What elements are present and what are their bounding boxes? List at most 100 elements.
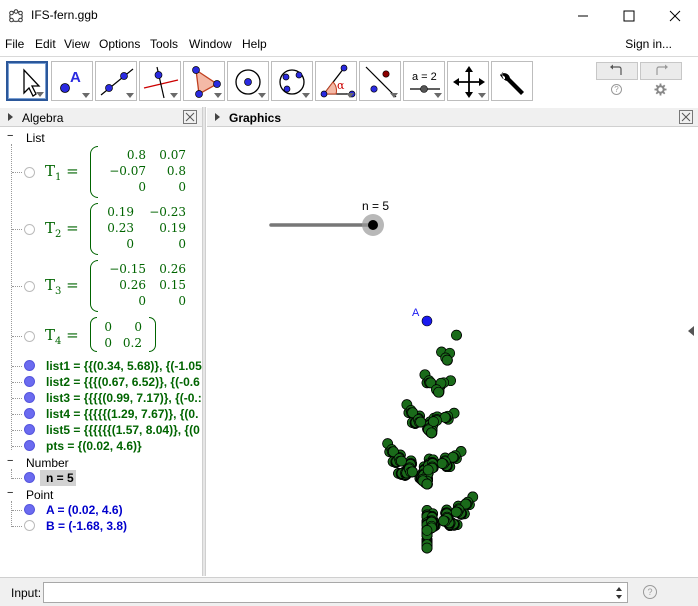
- list-item[interactable]: list3 = {{{{(0.99, 7.17)}, {(-0.:: [46, 391, 202, 405]
- collapse-arrow-icon[interactable]: [215, 113, 220, 121]
- category-toggle-icon[interactable]: −: [7, 455, 14, 467]
- visibility-toggle[interactable]: [24, 424, 35, 435]
- visibility-toggle[interactable]: [24, 440, 35, 451]
- geogebra-logo-icon: [9, 9, 23, 23]
- slider-n[interactable]: n = 5: [269, 199, 389, 236]
- input-field[interactable]: [43, 582, 628, 603]
- tool-move-graphics[interactable]: [447, 61, 489, 101]
- algebra-view: − List T1 = 0.8 0.07 −0.07 0.8 0 0 T2 = …: [0, 128, 202, 576]
- visibility-toggle[interactable]: [24, 376, 35, 387]
- category-toggle-icon[interactable]: −: [7, 487, 14, 499]
- tool-slider[interactable]: a = 2: [403, 61, 445, 101]
- settings-wrench-icon: [500, 71, 524, 95]
- point-a[interactable]: [421, 315, 433, 327]
- list-item[interactable]: list1 = {{(0.34, 5.68)}, {(-1.05: [46, 359, 202, 373]
- point-a-label: A: [412, 307, 420, 319]
- fern-point: [407, 407, 418, 419]
- visibility-toggle[interactable]: [24, 392, 35, 403]
- maximize-button[interactable]: [606, 0, 652, 31]
- graphics-header: Graphics: [207, 108, 698, 127]
- matrix-name: T2 =: [45, 219, 79, 240]
- tool-settings[interactable]: [491, 61, 533, 101]
- number-item[interactable]: n = 5: [46, 471, 74, 485]
- minimize-icon: [578, 15, 588, 16]
- tool-perpendicular-line[interactable]: [139, 61, 181, 101]
- category-number: Number: [26, 456, 69, 470]
- sign-in-link[interactable]: Sign in...: [625, 37, 672, 51]
- tool-angle[interactable]: α: [315, 61, 357, 101]
- menu-view[interactable]: View: [64, 37, 90, 51]
- expand-panel-arrow-icon[interactable]: [688, 326, 694, 336]
- list-item[interactable]: list2 = {{{(0.67, 6.52)}, {(-0.6: [46, 375, 200, 389]
- history-updown-icon[interactable]: [615, 586, 623, 600]
- category-point: Point: [26, 488, 54, 502]
- close-icon: [185, 112, 195, 122]
- list-item[interactable]: list5 = {{{{{{(1.57, 8.04)}, {(0: [46, 423, 200, 437]
- fern-point: [422, 464, 434, 476]
- slider-handle[interactable]: [368, 220, 378, 230]
- fern-point: [421, 542, 433, 554]
- close-algebra-button[interactable]: [183, 110, 197, 124]
- tool-move[interactable]: [6, 61, 48, 101]
- algebra-header: Algebra: [0, 108, 202, 127]
- tool-line[interactable]: [95, 61, 137, 101]
- category-toggle-icon[interactable]: −: [7, 130, 14, 142]
- tool-circle-three-points[interactable]: [271, 61, 313, 101]
- visibility-toggle[interactable]: [24, 520, 35, 531]
- circle-center-point-icon: [235, 69, 261, 95]
- menu-tools[interactable]: Tools: [150, 37, 179, 51]
- matrix-name: T4 =: [45, 326, 79, 347]
- menu-file[interactable]: File: [5, 37, 25, 51]
- move-graphics-view-icon: [453, 66, 485, 98]
- list-item[interactable]: pts = {(0.02, 4.6)}: [46, 439, 142, 453]
- visibility-toggle[interactable]: [24, 408, 35, 419]
- fern-point: [460, 498, 472, 510]
- visibility-toggle[interactable]: [24, 331, 35, 342]
- tool-circle-center[interactable]: [227, 61, 269, 101]
- input-label: Input:: [11, 586, 42, 600]
- visibility-toggle[interactable]: [24, 360, 35, 371]
- list-item[interactable]: list4 = {{{{{(1.29, 7.67)}, {(0.: [46, 407, 199, 421]
- matrix-name: T1 =: [45, 162, 79, 183]
- angle-icon: α: [320, 64, 356, 98]
- gear-icon[interactable]: [654, 83, 667, 96]
- input-help-icon[interactable]: ?: [643, 585, 657, 599]
- fern-point: [421, 525, 433, 536]
- visibility-toggle[interactable]: [24, 281, 35, 292]
- close-window-button[interactable]: [652, 0, 698, 31]
- graphics-canvas[interactable]: n = 5 A: [207, 128, 698, 576]
- visibility-toggle[interactable]: [24, 472, 35, 483]
- reflect-about-line-icon: [365, 66, 397, 98]
- menu-options[interactable]: Options: [99, 37, 141, 51]
- fern-point: [438, 515, 449, 527]
- close-graphics-button[interactable]: [679, 110, 693, 124]
- point-item[interactable]: A = (0.02, 4.6): [46, 503, 123, 517]
- minimize-button[interactable]: [560, 0, 606, 31]
- tool-point[interactable]: A: [51, 61, 93, 101]
- tool-reflect[interactable]: [359, 61, 401, 101]
- menu-window[interactable]: Window: [189, 37, 232, 51]
- fern-point: [436, 458, 448, 469]
- point-item[interactable]: B = (-1.68, 3.8): [46, 519, 128, 533]
- input-bar: Input: ?: [0, 577, 698, 606]
- svg-text:α: α: [337, 79, 345, 92]
- tool-polygon[interactable]: [183, 61, 225, 101]
- menu-edit[interactable]: Edit: [35, 37, 56, 51]
- help-icon[interactable]: ?: [611, 84, 622, 95]
- visibility-toggle[interactable]: [24, 504, 35, 515]
- fern-point: [388, 446, 399, 458]
- collapse-arrow-icon[interactable]: [8, 113, 13, 121]
- fern-point: [450, 506, 462, 518]
- visibility-toggle[interactable]: [24, 224, 35, 235]
- window-title: IFS-fern.ggb: [31, 8, 98, 22]
- visibility-toggle[interactable]: [24, 167, 35, 178]
- menu-help[interactable]: Help: [242, 37, 267, 51]
- redo-button[interactable]: [640, 62, 682, 80]
- undo-button[interactable]: [596, 62, 638, 80]
- view-divider[interactable]: [202, 107, 206, 576]
- maximize-icon: [623, 10, 635, 21]
- fern-point: [433, 386, 444, 398]
- graphics-view[interactable]: n = 5 A: [207, 128, 698, 576]
- slider-icon: a = 2: [410, 71, 440, 93]
